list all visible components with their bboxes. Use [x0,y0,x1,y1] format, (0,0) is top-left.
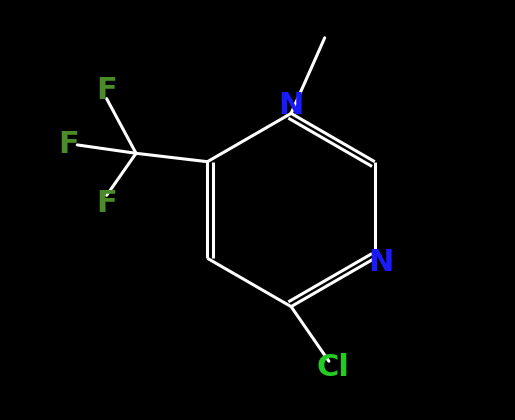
Text: F: F [59,130,79,160]
Text: F: F [96,76,117,105]
Text: N: N [369,247,394,277]
Text: Cl: Cl [317,353,350,382]
Text: N: N [279,91,304,121]
Text: F: F [96,189,117,218]
